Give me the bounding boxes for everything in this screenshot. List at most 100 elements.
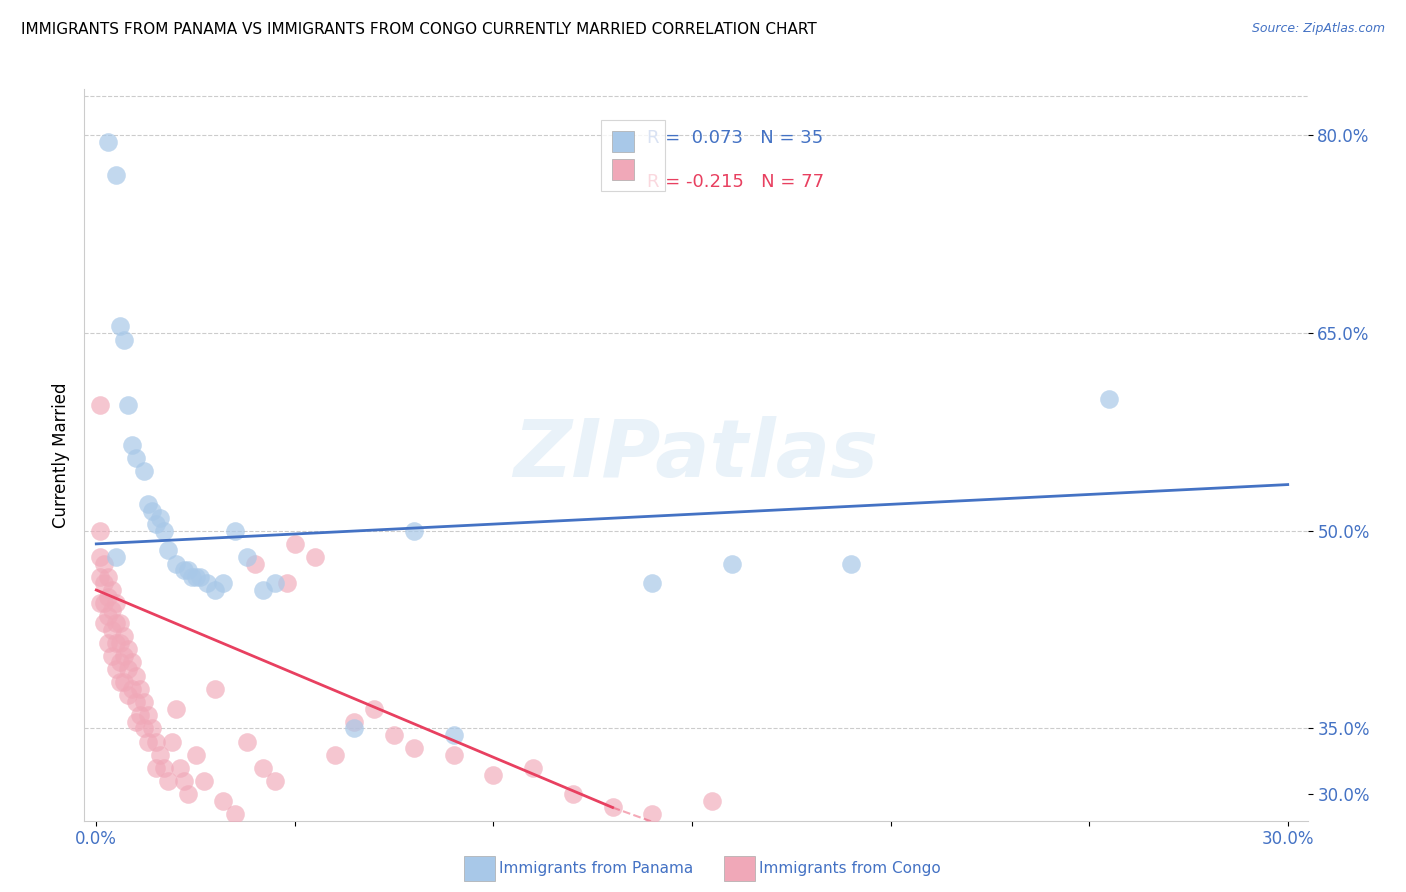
Point [97,609,120,624]
Point [224,807,246,822]
Point [343,722,366,736]
Point [117,399,139,413]
Point [112,675,135,690]
Point [169,761,191,775]
Point [641,576,664,591]
Point [132,464,155,478]
Point [89,524,111,538]
Point [136,497,159,511]
Point [602,800,624,814]
Point [108,636,131,650]
Point [125,714,148,729]
Point [97,590,120,604]
Point [212,576,235,591]
Point [129,708,152,723]
Point [105,662,128,676]
Point [276,576,298,591]
Point [145,761,167,775]
Text: IMMIGRANTS FROM PANAMA VS IMMIGRANTS FROM CONGO CURRENTLY MARRIED CORRELATION CH: IMMIGRANTS FROM PANAMA VS IMMIGRANTS FRO… [21,22,817,37]
Point [125,695,148,709]
Text: Immigrants from Panama: Immigrants from Panama [499,862,693,876]
Point [93,557,115,571]
Point [402,524,425,538]
Point [482,767,505,781]
Point [89,550,111,565]
Point [252,761,274,775]
Point [101,648,124,663]
Point [141,722,163,736]
Point [93,576,115,591]
Point [839,557,862,571]
Point [363,701,385,715]
Point [101,623,124,637]
Point [188,570,211,584]
Point [121,656,143,670]
Point [105,636,128,650]
Point [1098,392,1121,406]
Point [252,582,274,597]
Point [108,615,131,630]
Point [112,629,135,643]
Point [561,787,583,801]
Point [180,570,202,584]
Point [108,319,131,334]
Point [264,774,287,789]
Point [382,728,405,742]
Point [112,333,135,347]
Point [224,524,246,538]
Point [145,517,167,532]
Point [117,689,139,703]
Point [97,636,120,650]
Point [236,550,259,565]
Point [105,596,128,610]
Point [443,747,465,762]
Point [89,399,111,413]
Point [641,807,664,822]
Point [121,438,143,452]
Point [402,741,425,756]
Point [156,774,179,789]
Point [193,774,215,789]
Point [264,576,287,591]
Point [101,582,124,597]
Point [136,734,159,748]
Point [93,615,115,630]
Point [176,563,198,577]
Point [184,747,207,762]
Point [93,596,115,610]
Point [132,722,155,736]
Point [184,570,207,584]
Point [284,537,307,551]
Point [112,648,135,663]
Point [149,510,172,524]
Point [89,570,111,584]
Point [304,550,326,565]
Point [108,656,131,670]
Text: R = -0.215   N = 77: R = -0.215 N = 77 [647,173,824,191]
Point [197,576,219,591]
Point [136,708,159,723]
Point [176,787,198,801]
Text: Immigrants from Congo: Immigrants from Congo [759,862,941,876]
Point [173,563,195,577]
Point [145,734,167,748]
Point [132,695,155,709]
Point [141,504,163,518]
Point [204,681,226,696]
Point [105,550,128,565]
Point [121,681,143,696]
Point [152,761,174,775]
Point [165,557,187,571]
Point [343,714,366,729]
Point [720,557,742,571]
Point [243,557,266,571]
Y-axis label: Currently Married: Currently Married [52,382,70,528]
Text: R =  0.073   N = 35: R = 0.073 N = 35 [647,129,824,147]
Point [101,603,124,617]
Point [160,734,183,748]
Point [108,675,131,690]
Point [125,668,148,682]
Point [125,451,148,466]
Point [156,543,179,558]
Point [129,681,152,696]
